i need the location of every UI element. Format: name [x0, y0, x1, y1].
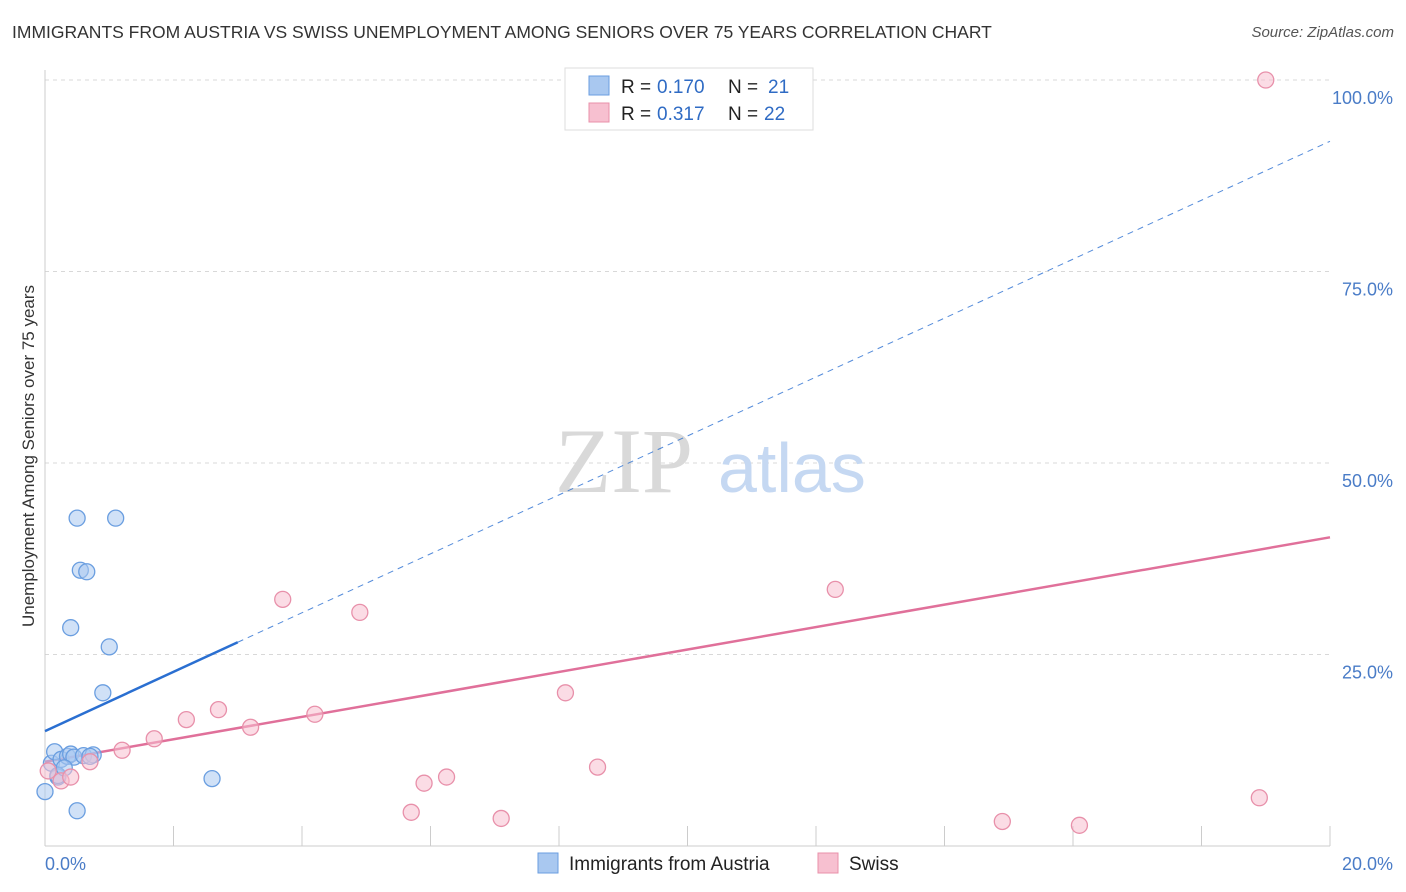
y-tick-labels: 25.0% 50.0% 75.0% 100.0% — [1332, 88, 1393, 683]
source-label: Source: ZipAtlas.com — [1251, 24, 1394, 41]
point-swiss-13 — [415, 774, 433, 792]
y-tick-label-50: 50.0% — [1342, 471, 1393, 491]
legend-swatch-swiss — [588, 102, 610, 123]
point-swiss-7 — [209, 701, 228, 719]
legend-n-label-austria: N = — [728, 77, 758, 98]
chart-title: IMMIGRANTS FROM AUSTRIA VS SWISS UNEMPLO… — [12, 22, 992, 42]
legend-r-value-swiss: 0.317 — [657, 104, 705, 125]
trend-line-swiss — [44, 536, 1331, 763]
point-swiss-5 — [145, 730, 163, 748]
point-swiss-18 — [826, 580, 844, 599]
point-swiss-16 — [556, 684, 575, 702]
point-austria-20 — [94, 684, 112, 702]
data-points — [36, 71, 1275, 834]
watermark: ZIP atlas — [555, 410, 866, 512]
point-swiss-22 — [1257, 71, 1275, 89]
bottom-legend: Immigrants from Austria Swiss — [537, 852, 899, 875]
trend-line-austria — [44, 641, 239, 733]
point-swiss-12 — [402, 803, 420, 821]
legend-swatch-austria — [588, 75, 610, 96]
x-tick-label-20: 20.0% — [1342, 854, 1393, 874]
x-tick-label-0: 0.0% — [45, 854, 86, 874]
point-swiss-4 — [113, 741, 131, 759]
legend-r-label-austria: R = — [621, 77, 651, 98]
point-swiss-14 — [437, 768, 456, 786]
legend-box: R = 0.170 N = 21 R = 0.317 N = 22 — [564, 67, 814, 131]
watermark-zip: ZIP — [555, 410, 693, 512]
point-austria-14 — [62, 619, 80, 637]
point-swiss-3 — [81, 753, 99, 771]
point-swiss-11 — [351, 603, 369, 622]
y-tick-label-100: 100.0% — [1332, 88, 1393, 108]
y-tick-label-75: 75.0% — [1342, 280, 1393, 300]
trend-line-austria-extended — [237, 140, 1331, 643]
point-austria-17 — [100, 638, 118, 656]
legend-n-value-swiss: 22 — [764, 104, 785, 125]
legend-r-label-swiss: R = — [621, 104, 651, 125]
point-swiss-8 — [241, 718, 260, 736]
point-swiss-9 — [274, 590, 292, 608]
point-austria-21 — [203, 769, 221, 788]
legend-n-value-austria: 21 — [768, 77, 789, 98]
point-swiss-0 — [39, 762, 57, 780]
grid-lines — [45, 79, 1330, 655]
point-swiss-20 — [1070, 816, 1089, 834]
point-swiss-19 — [993, 812, 1011, 831]
watermark-atlas: atlas — [718, 429, 866, 507]
point-austria-0 — [36, 782, 54, 801]
point-swiss-6 — [177, 710, 196, 729]
trend-lines — [44, 140, 1331, 763]
legend-r-value-austria: 0.170 — [657, 77, 705, 98]
y-axis-label: Unemployment Among Seniors over 75 years — [19, 285, 38, 627]
point-austria-13 — [68, 802, 86, 820]
legend-n-label-swiss: N = — [728, 104, 758, 125]
point-swiss-10 — [306, 705, 324, 723]
point-austria-18 — [68, 509, 86, 527]
bottom-legend-label-austria: Immigrants from Austria — [569, 854, 770, 875]
bottom-legend-swatch-swiss — [817, 852, 839, 874]
bottom-legend-label-swiss: Swiss — [849, 854, 899, 875]
point-swiss-15 — [492, 809, 510, 828]
y-tick-label-25: 25.0% — [1342, 663, 1393, 683]
point-austria-16 — [78, 563, 96, 581]
bottom-legend-swatch-austria — [537, 852, 559, 874]
x-ticks — [173, 826, 1331, 846]
point-swiss-17 — [588, 758, 607, 776]
point-swiss-2 — [62, 768, 80, 786]
point-swiss-21 — [1250, 789, 1268, 807]
point-austria-19 — [107, 509, 125, 527]
